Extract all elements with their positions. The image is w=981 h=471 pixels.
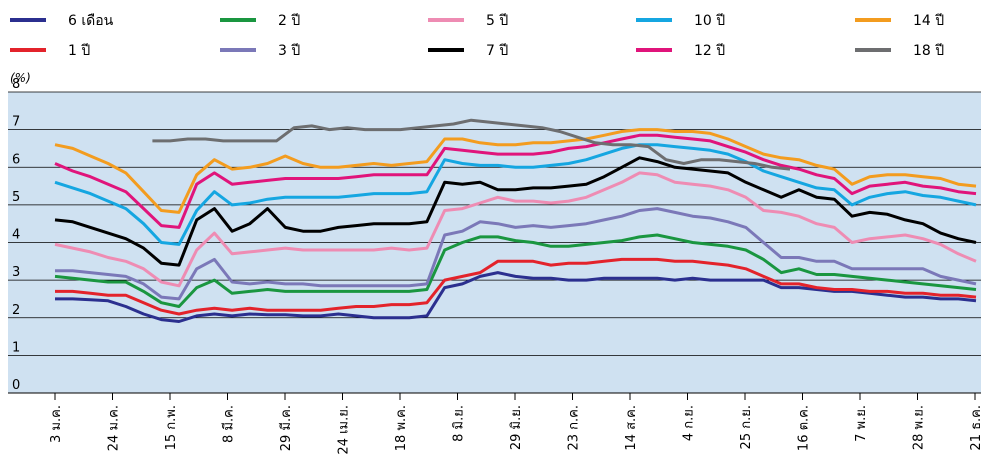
series-line-6 bbox=[54, 156, 977, 267]
x-tick-label: 8 มิ.ย. bbox=[452, 405, 467, 442]
y-tick-label: 5 bbox=[12, 190, 20, 205]
x-tick-label: 29 มิ.ย. bbox=[509, 405, 524, 450]
series-line-2 bbox=[55, 257, 977, 316]
x-tick-label: 8 มี.ค. bbox=[221, 405, 237, 443]
series-line-1 bbox=[55, 271, 977, 323]
legend-label: 18 ปี bbox=[913, 43, 944, 59]
series-line-4 bbox=[55, 207, 977, 301]
x-tick-label: 18 พ.ค. bbox=[394, 405, 409, 451]
unit-label: (%) bbox=[10, 71, 31, 85]
legend-label: 6 เดือน bbox=[68, 13, 114, 29]
series-line-9 bbox=[54, 128, 977, 214]
x-tick-label: 3 ม.ค. bbox=[49, 405, 64, 443]
legend-label: 14 ปี bbox=[913, 13, 944, 29]
x-tick-label: 16 ต.ค. bbox=[797, 405, 812, 451]
y-tick-label: 7 bbox=[12, 115, 20, 130]
plot-area bbox=[8, 91, 981, 393]
y-tick-label: 2 bbox=[12, 303, 20, 318]
y-tick-label: 3 bbox=[12, 265, 20, 280]
series-line-5 bbox=[54, 171, 977, 288]
x-tick-label: 4 ก.ย. bbox=[682, 405, 697, 441]
legend-label: 10 ปี bbox=[694, 13, 725, 29]
x-tick-label: 28 พ.ย. bbox=[912, 405, 927, 450]
series-line-8 bbox=[54, 133, 977, 229]
y-tick-label: 6 bbox=[12, 152, 20, 167]
y-tick-label: 8 bbox=[12, 77, 20, 92]
y-tick-label: 4 bbox=[12, 228, 20, 243]
legend-label: 2 ปี bbox=[278, 13, 300, 29]
series-line-3 bbox=[54, 233, 977, 308]
x-tick-label: 29 มี.ค. bbox=[278, 405, 294, 451]
legend-label: 1 ปี bbox=[68, 43, 90, 59]
x-tick-label: 24 ม.ค. bbox=[107, 405, 122, 451]
x-axis: 3 ม.ค. 24 ม.ค. 15 ก.พ. 8 มี.ค. 29 มี.ค. 24 เม… bbox=[49, 393, 981, 455]
y-tick-label: 1 bbox=[12, 340, 20, 355]
x-tick-label: 14 ส.ค. bbox=[624, 405, 639, 451]
x-tick-label: 15 ก.พ. bbox=[164, 405, 179, 450]
series-line-7 bbox=[54, 143, 977, 246]
legend-label: 3 ปี bbox=[278, 43, 300, 59]
legend: 6 เดือน 1 ปี 2 ปี 3 ปี 5 ปี 7 ปี 10 ปี 12 ปี 14 … bbox=[10, 13, 944, 59]
x-tick-label: 21 ธ.ค. bbox=[969, 405, 981, 451]
y-tick-label: 0 bbox=[12, 378, 20, 393]
x-tick-label: 24 เม.ย. bbox=[337, 405, 352, 455]
series-lines bbox=[54, 118, 977, 323]
x-tick-label: 25 ก.ย. bbox=[739, 405, 754, 449]
x-tick-label: 23 ก.ค. bbox=[567, 405, 582, 451]
x-tick-label: 7 พ.ย. bbox=[854, 405, 869, 442]
legend-label: 5 ปี bbox=[486, 13, 508, 29]
gridlines bbox=[8, 91, 981, 356]
legend-label: 7 ปี bbox=[486, 43, 508, 59]
series-line-10 bbox=[152, 118, 791, 171]
legend-label: 12 ปี bbox=[694, 43, 725, 59]
